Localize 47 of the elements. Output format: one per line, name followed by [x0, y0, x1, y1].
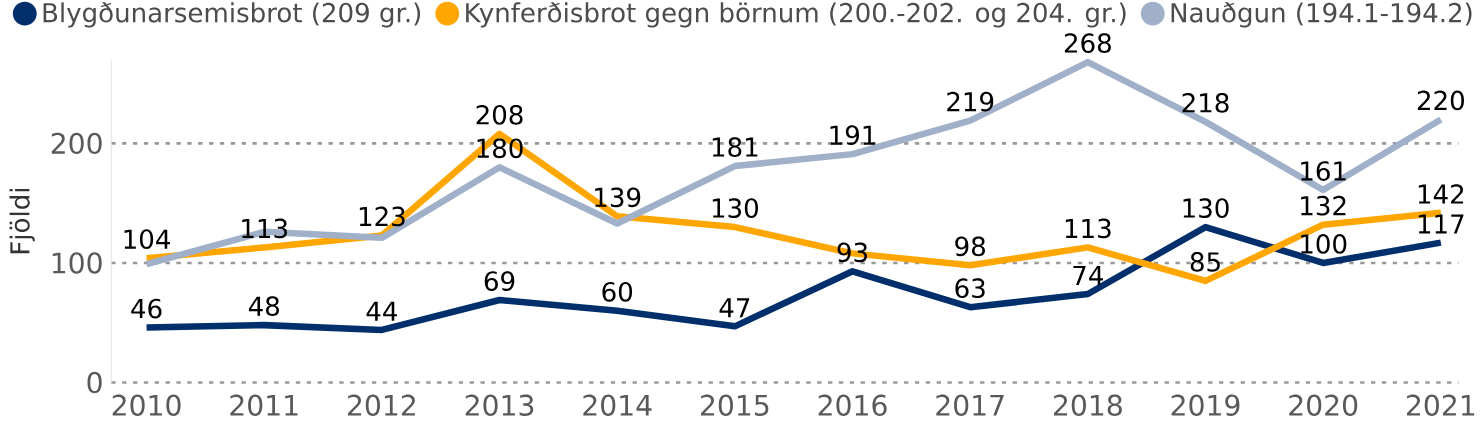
data-label: 100	[1301, 234, 1347, 254]
data-label: 47	[719, 298, 750, 318]
x-tick-label: 2014	[583, 394, 652, 416]
data-label: 60	[602, 281, 633, 302]
data-label: 46	[131, 298, 162, 319]
x-tick-label: 2019	[1171, 394, 1240, 416]
legend-label: Nauðgun (194.1-194.2)	[1171, 2, 1472, 28]
data-label: 48	[248, 296, 279, 316]
y-tick-label: 100	[52, 252, 102, 274]
data-label: 69	[484, 271, 515, 291]
x-tick-label: 2015	[701, 394, 769, 416]
data-label: 208	[476, 104, 523, 125]
y-tick-label: 200	[51, 132, 102, 154]
data-label: 130	[712, 198, 758, 218]
data-label: 161	[1301, 161, 1346, 181]
data-label: 85	[1190, 251, 1220, 272]
data-label: 130	[1183, 198, 1229, 218]
data-label: 104	[124, 229, 170, 249]
x-tick-label: 2012	[348, 394, 415, 416]
data-label: 113	[1065, 218, 1111, 239]
data-label: 113	[242, 218, 287, 239]
data-label: 191	[830, 125, 875, 145]
data-label: 63	[955, 278, 985, 299]
data-label: 181	[712, 137, 758, 157]
y-axis-title: Fjöldi	[9, 188, 35, 254]
y-tick-label: 0	[87, 371, 102, 394]
x-tick-label: 2018	[1054, 394, 1122, 416]
x-tick-label: 2017	[936, 394, 1004, 416]
x-tick-label: 2021	[1406, 394, 1475, 416]
data-label: 74	[1073, 265, 1103, 285]
data-label: 268	[1064, 33, 1111, 53]
x-tick-label: 2020	[1289, 394, 1358, 416]
data-label: 132	[1301, 195, 1346, 216]
data-label: 117	[1418, 214, 1464, 234]
data-label: 44	[366, 301, 397, 321]
x-tick-label: 2013	[465, 394, 534, 416]
legend-label: Blygðunarsemisbrot (209 gr.)	[43, 2, 421, 28]
legend-label: Kynferðisbrot gegn börnum (200.-202. og 204. gr.)	[466, 2, 1126, 28]
data-label: 218	[1182, 92, 1229, 113]
data-label: 142	[1418, 184, 1464, 204]
x-tick-label: 2011	[230, 394, 298, 416]
data-label: 98	[955, 236, 985, 257]
data-label: 139	[595, 187, 641, 208]
x-tick-label: 2016	[818, 394, 887, 416]
data-label: 219	[947, 91, 994, 112]
data-label: 220	[1417, 90, 1464, 111]
x-tick-label: 2010	[112, 394, 181, 416]
